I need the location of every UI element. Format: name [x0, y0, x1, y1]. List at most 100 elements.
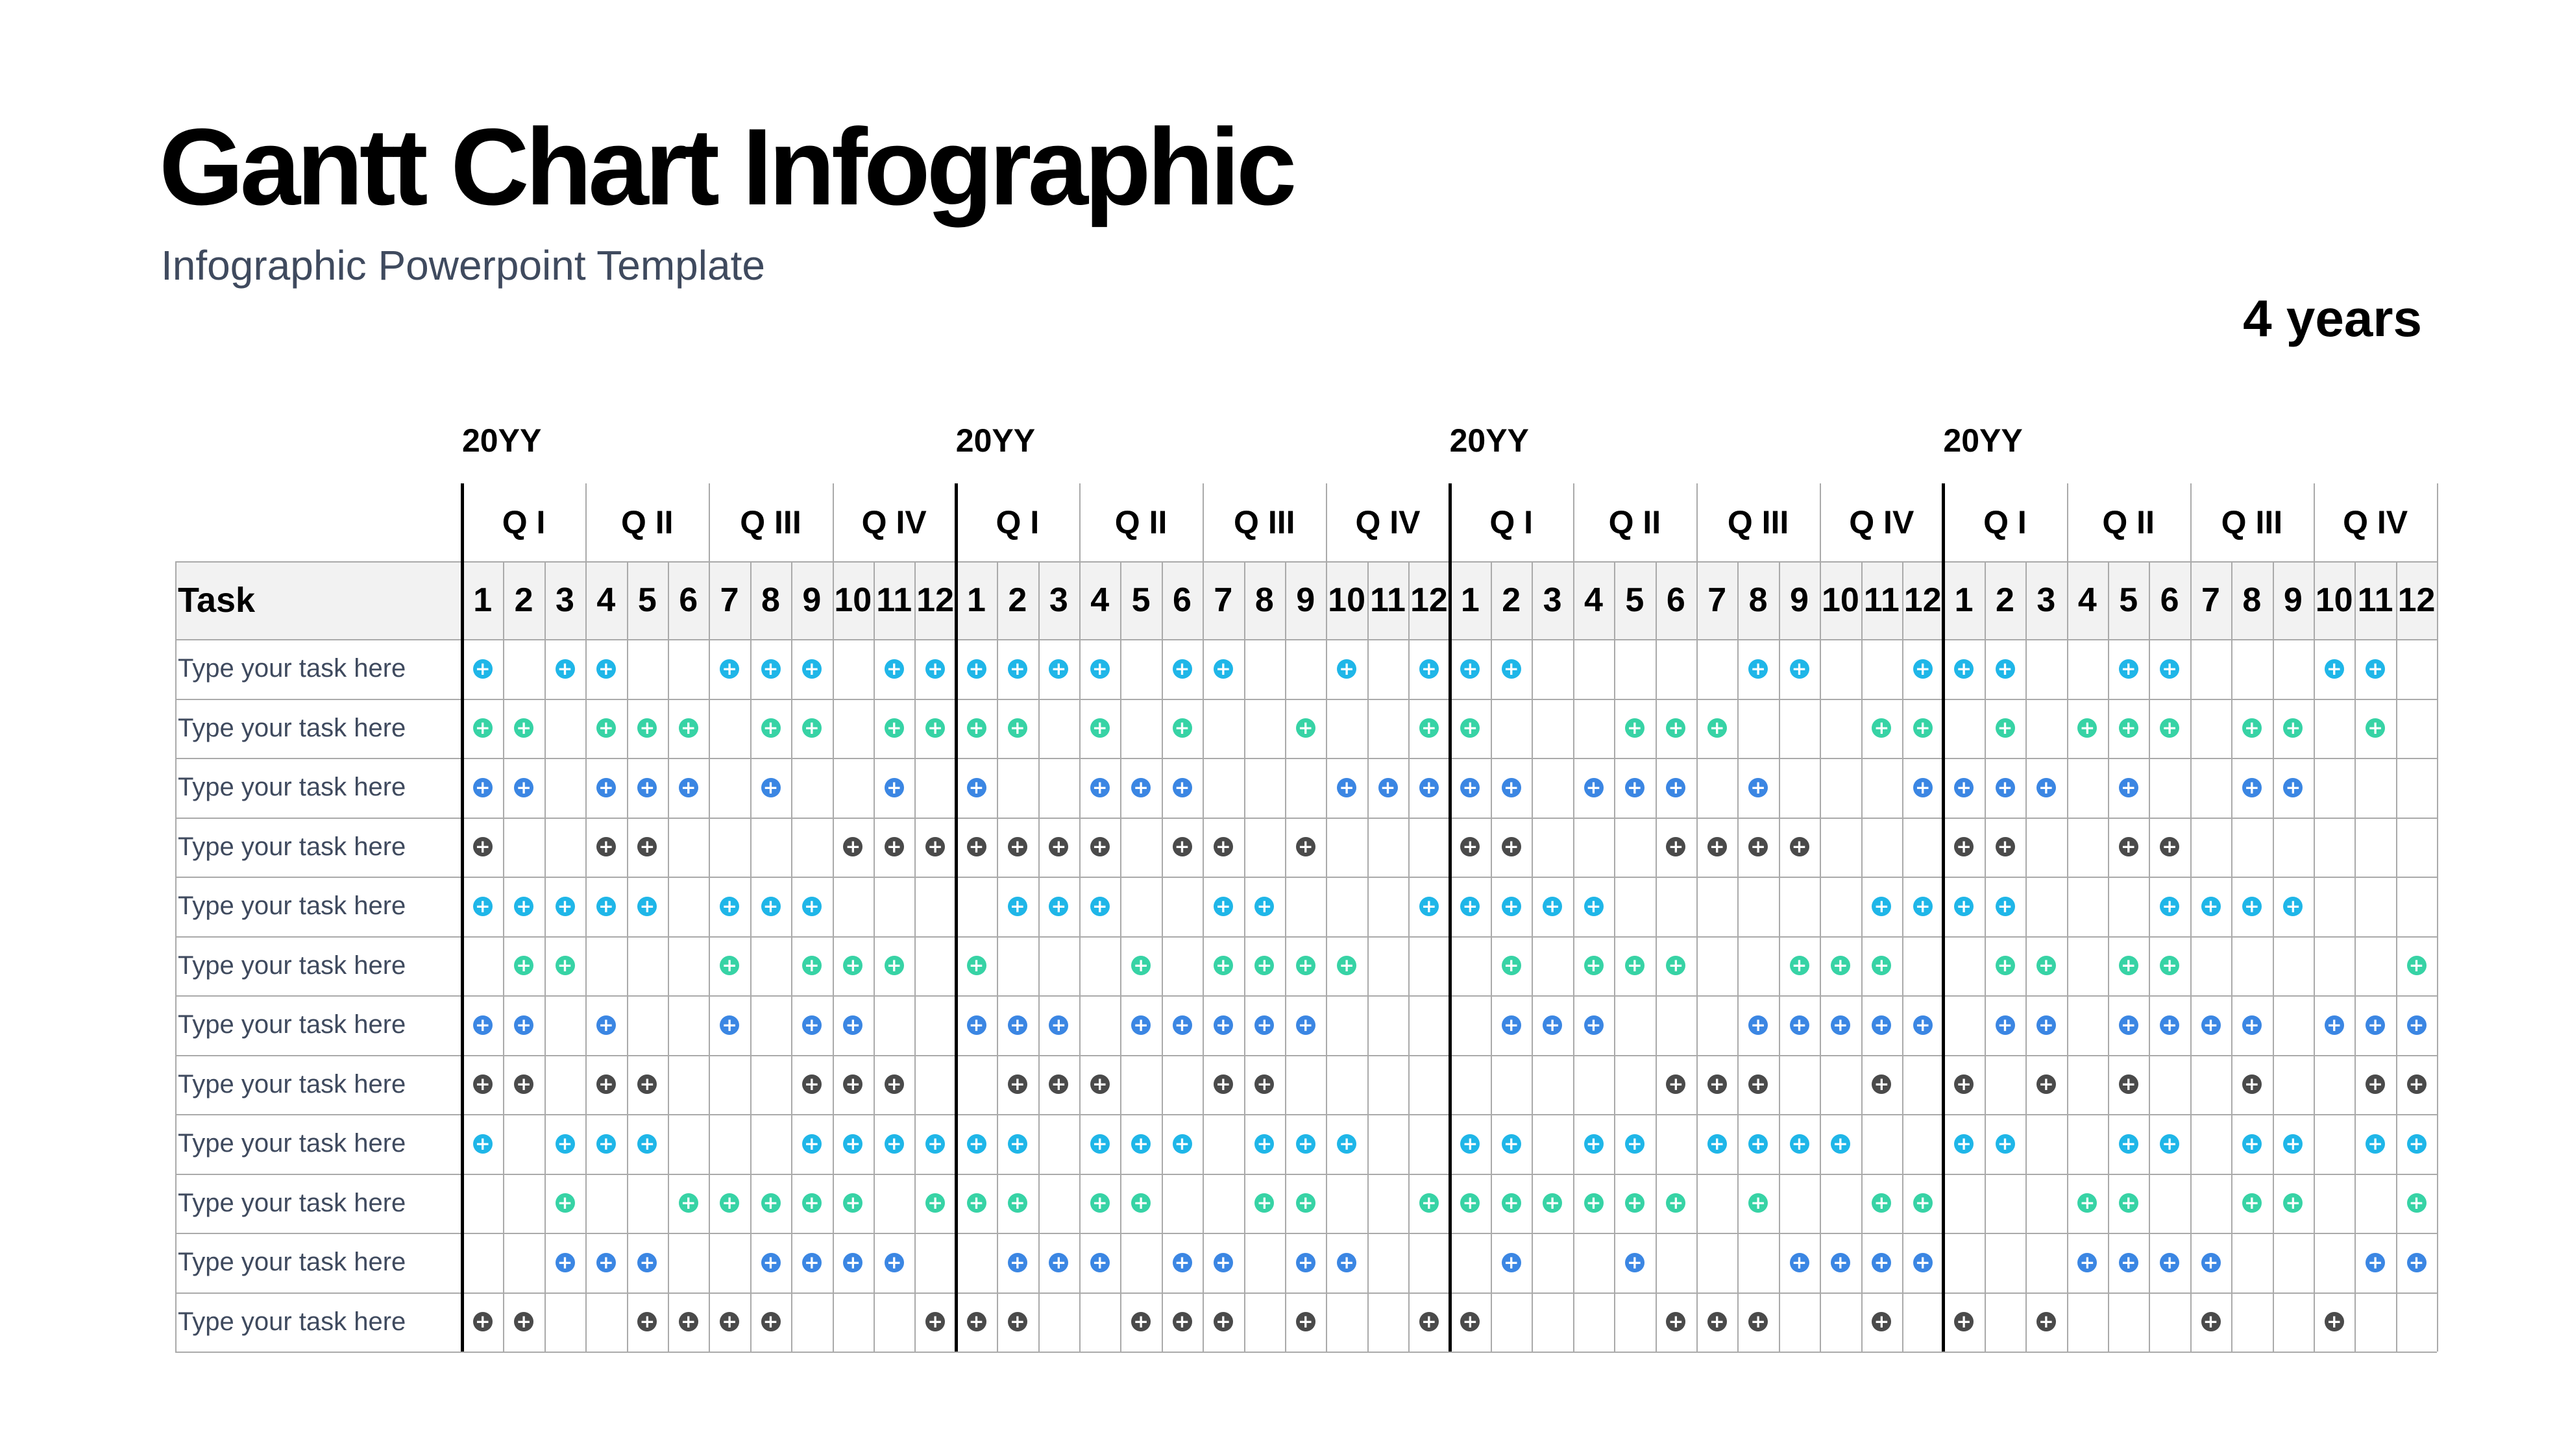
plus-circle-icon[interactable]: + [884, 1252, 904, 1272]
plus-circle-icon[interactable]: + [2118, 1193, 2138, 1213]
plus-circle-icon[interactable]: + [472, 837, 493, 857]
task-label[interactable]: Type your task here [178, 1248, 406, 1277]
plus-circle-icon[interactable]: + [884, 777, 904, 797]
plus-circle-icon[interactable]: + [1295, 1312, 1315, 1332]
plus-circle-icon[interactable]: + [966, 1015, 986, 1035]
plus-circle-icon[interactable]: + [1501, 659, 1521, 679]
plus-circle-icon[interactable]: + [1913, 1252, 1933, 1272]
plus-circle-icon[interactable]: + [1049, 896, 1069, 916]
plus-circle-icon[interactable]: + [1419, 777, 1439, 797]
plus-circle-icon[interactable]: + [1090, 659, 1110, 679]
plus-circle-icon[interactable]: + [2201, 1312, 2221, 1332]
plus-circle-icon[interactable]: + [555, 659, 575, 679]
plus-circle-icon[interactable]: + [2118, 1015, 2138, 1035]
plus-circle-icon[interactable]: + [514, 718, 534, 738]
plus-circle-icon[interactable]: + [1049, 659, 1069, 679]
plus-circle-icon[interactable]: + [555, 896, 575, 916]
plus-circle-icon[interactable]: + [2118, 956, 2138, 976]
plus-circle-icon[interactable]: + [1213, 1074, 1233, 1095]
task-label[interactable]: Type your task here [178, 951, 406, 980]
plus-circle-icon[interactable]: + [2283, 718, 2303, 738]
plus-circle-icon[interactable]: + [2118, 718, 2138, 738]
plus-circle-icon[interactable]: + [884, 956, 904, 976]
plus-circle-icon[interactable]: + [1213, 659, 1233, 679]
task-label[interactable]: Type your task here [178, 654, 406, 683]
plus-circle-icon[interactable]: + [720, 956, 740, 976]
plus-circle-icon[interactable]: + [1501, 1015, 1521, 1035]
plus-circle-icon[interactable]: + [2366, 1074, 2386, 1095]
task-label[interactable]: Type your task here [178, 1188, 406, 1217]
plus-circle-icon[interactable]: + [1995, 718, 2015, 738]
plus-circle-icon[interactable]: + [801, 896, 822, 916]
plus-circle-icon[interactable]: + [761, 659, 781, 679]
plus-circle-icon[interactable]: + [1007, 1312, 1027, 1332]
plus-circle-icon[interactable]: + [1995, 1134, 2015, 1154]
plus-circle-icon[interactable]: + [1501, 777, 1521, 797]
plus-circle-icon[interactable]: + [1460, 659, 1480, 679]
plus-circle-icon[interactable]: + [1090, 837, 1110, 857]
plus-circle-icon[interactable]: + [1707, 1312, 1727, 1332]
plus-circle-icon[interactable]: + [1131, 1193, 1151, 1213]
plus-circle-icon[interactable]: + [1624, 1252, 1645, 1272]
plus-circle-icon[interactable]: + [966, 837, 986, 857]
plus-circle-icon[interactable]: + [2242, 1134, 2262, 1154]
plus-circle-icon[interactable]: + [2406, 1193, 2427, 1213]
plus-circle-icon[interactable]: + [1007, 1193, 1027, 1213]
plus-circle-icon[interactable]: + [2366, 1134, 2386, 1154]
plus-circle-icon[interactable]: + [1995, 896, 2015, 916]
plus-circle-icon[interactable]: + [1090, 718, 1110, 738]
plus-circle-icon[interactable]: + [1666, 718, 1686, 738]
plus-circle-icon[interactable]: + [966, 1312, 986, 1332]
plus-circle-icon[interactable]: + [843, 956, 863, 976]
plus-circle-icon[interactable]: + [1830, 1252, 1850, 1272]
plus-circle-icon[interactable]: + [801, 718, 822, 738]
plus-circle-icon[interactable]: + [925, 1312, 946, 1332]
task-label[interactable]: Type your task here [178, 1307, 406, 1336]
plus-circle-icon[interactable]: + [1049, 1074, 1069, 1095]
plus-circle-icon[interactable]: + [1172, 1252, 1192, 1272]
plus-circle-icon[interactable]: + [2160, 659, 2180, 679]
plus-circle-icon[interactable]: + [1707, 1134, 1727, 1154]
plus-circle-icon[interactable]: + [1337, 659, 1357, 679]
plus-circle-icon[interactable]: + [1419, 1312, 1439, 1332]
plus-circle-icon[interactable]: + [1789, 1252, 1809, 1272]
plus-circle-icon[interactable]: + [555, 1193, 575, 1213]
plus-circle-icon[interactable]: + [514, 956, 534, 976]
plus-circle-icon[interactable]: + [1295, 1015, 1315, 1035]
plus-circle-icon[interactable]: + [1172, 659, 1192, 679]
plus-circle-icon[interactable]: + [1913, 659, 1933, 679]
plus-circle-icon[interactable]: + [1624, 718, 1645, 738]
plus-circle-icon[interactable]: + [637, 1134, 657, 1154]
plus-circle-icon[interactable]: + [1090, 1134, 1110, 1154]
plus-circle-icon[interactable]: + [1501, 896, 1521, 916]
plus-circle-icon[interactable]: + [1707, 718, 1727, 738]
plus-circle-icon[interactable]: + [472, 718, 493, 738]
plus-circle-icon[interactable]: + [555, 1134, 575, 1154]
plus-circle-icon[interactable]: + [678, 1312, 698, 1332]
plus-circle-icon[interactable]: + [472, 659, 493, 679]
plus-circle-icon[interactable]: + [1666, 1312, 1686, 1332]
plus-circle-icon[interactable]: + [1419, 896, 1439, 916]
plus-circle-icon[interactable]: + [1213, 1252, 1233, 1272]
plus-circle-icon[interactable]: + [1954, 659, 1974, 679]
plus-circle-icon[interactable]: + [1954, 1312, 1974, 1332]
plus-circle-icon[interactable]: + [2406, 1074, 2427, 1095]
plus-circle-icon[interactable]: + [1049, 1015, 1069, 1035]
plus-circle-icon[interactable]: + [1913, 718, 1933, 738]
plus-circle-icon[interactable]: + [1254, 1074, 1275, 1095]
plus-circle-icon[interactable]: + [596, 837, 616, 857]
plus-circle-icon[interactable]: + [925, 718, 946, 738]
plus-circle-icon[interactable]: + [1584, 1015, 1604, 1035]
plus-circle-icon[interactable]: + [1543, 1193, 1563, 1213]
plus-circle-icon[interactable]: + [555, 956, 575, 976]
plus-circle-icon[interactable]: + [1090, 1252, 1110, 1272]
plus-circle-icon[interactable]: + [514, 896, 534, 916]
plus-circle-icon[interactable]: + [1460, 1193, 1480, 1213]
plus-circle-icon[interactable]: + [1501, 1193, 1521, 1213]
plus-circle-icon[interactable]: + [843, 1134, 863, 1154]
plus-circle-icon[interactable]: + [761, 1252, 781, 1272]
plus-circle-icon[interactable]: + [2118, 777, 2138, 797]
plus-circle-icon[interactable]: + [1624, 777, 1645, 797]
plus-circle-icon[interactable]: + [843, 1015, 863, 1035]
plus-circle-icon[interactable]: + [801, 1074, 822, 1095]
